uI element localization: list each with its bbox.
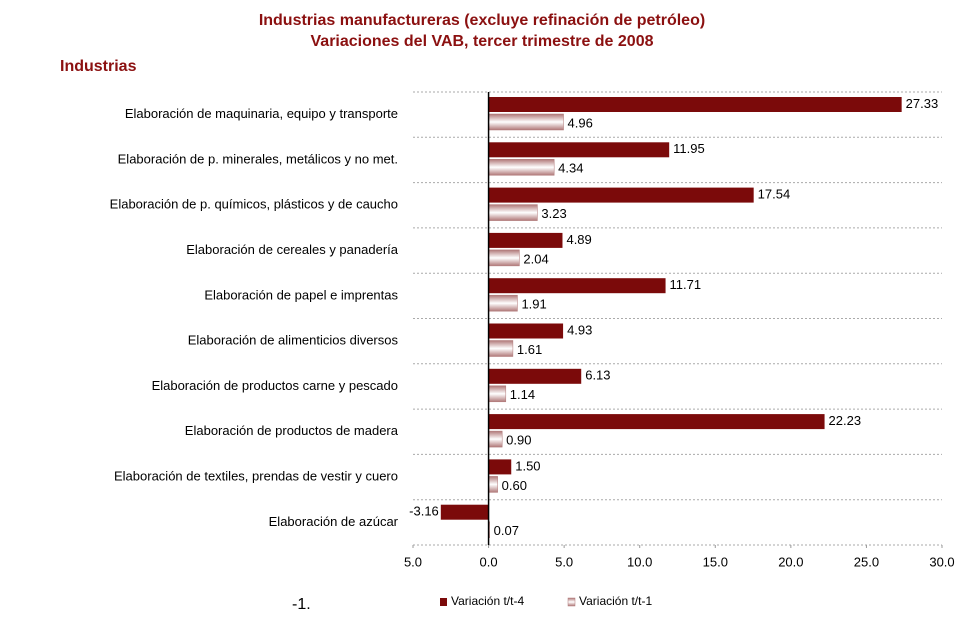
category-label: Elaboración de azúcar (269, 514, 399, 529)
bar (488, 368, 582, 384)
value-label: 4.93 (567, 322, 592, 337)
bar (488, 414, 825, 430)
bar (488, 232, 563, 248)
x-tick-label: 5.0 (404, 554, 422, 569)
x-tick-label: 30.0 (929, 554, 954, 569)
x-tick-label: 15.0 (703, 554, 728, 569)
category-label: Elaboración de cereales y panadería (186, 242, 399, 257)
x-tick-label: 20.0 (778, 554, 803, 569)
category-label: Elaboración de papel e imprentas (204, 287, 398, 302)
x-tick-label: 10.0 (627, 554, 652, 569)
value-label: 6.13 (585, 368, 610, 383)
x-tick-label: 25.0 (854, 554, 879, 569)
category-label: Elaboración de productos carne y pescado (152, 378, 398, 393)
value-label: 17.54 (758, 187, 791, 202)
legend-label: Variación t/t-1 (579, 594, 652, 608)
value-label: 27.33 (906, 96, 939, 111)
x-tick-label: 0.0 (480, 554, 498, 569)
category-label: Elaboración de textiles, prendas de vest… (114, 468, 398, 483)
category-label: Elaboración de productos de madera (185, 423, 399, 438)
legend-label: Variación t/t-4 (451, 594, 524, 608)
bar (488, 459, 512, 475)
bar (488, 278, 666, 294)
chart-subtitle: Variaciones del VAB, tercer trimestre de… (311, 33, 654, 50)
bar (488, 249, 520, 267)
value-label: 3.23 (541, 206, 566, 221)
bar (488, 97, 902, 112)
bar (488, 294, 518, 312)
annotation: -1. (292, 596, 311, 613)
value-label: 1.61 (517, 342, 542, 357)
bar (488, 142, 670, 158)
value-label: 0.90 (506, 433, 531, 448)
category-label: Elaboración de maquinaria, equipo y tran… (125, 106, 398, 121)
chart-title: Industrias manufactureras (excluye refin… (259, 12, 705, 29)
value-label: 4.34 (558, 161, 583, 176)
value-label: 2.04 (523, 251, 548, 266)
value-label: 11.71 (670, 277, 702, 292)
category-label: Elaboración de alimenticios diversos (188, 333, 399, 348)
value-label: 11.95 (673, 141, 705, 156)
bar (488, 187, 754, 203)
value-label: 1.50 (515, 458, 540, 473)
legend-swatch (567, 597, 576, 607)
bar (488, 476, 498, 493)
category-label: Elaboración de p. minerales, metálicos y… (118, 151, 398, 166)
bar (488, 340, 514, 357)
value-label: 0.60 (502, 478, 527, 493)
value-label: 1.91 (521, 297, 546, 312)
value-label: 22.23 (829, 413, 862, 428)
axis-label: Industrias (60, 58, 137, 75)
bar (488, 430, 503, 448)
bar (440, 504, 489, 520)
bar (488, 385, 507, 403)
value-label: 4.96 (568, 115, 593, 130)
bar (488, 113, 564, 131)
category-label: Elaboración de p. químicos, plásticos y … (110, 197, 398, 212)
legend-swatch (440, 598, 447, 606)
value-label: -3.16 (409, 504, 439, 519)
value-label: 4.89 (566, 232, 591, 247)
value-label: 1.14 (510, 387, 535, 402)
x-tick-label: 5.0 (555, 554, 573, 569)
bar (488, 159, 555, 176)
value-label: 0.07 (494, 523, 519, 538)
bar (488, 323, 564, 339)
bar (488, 204, 538, 221)
